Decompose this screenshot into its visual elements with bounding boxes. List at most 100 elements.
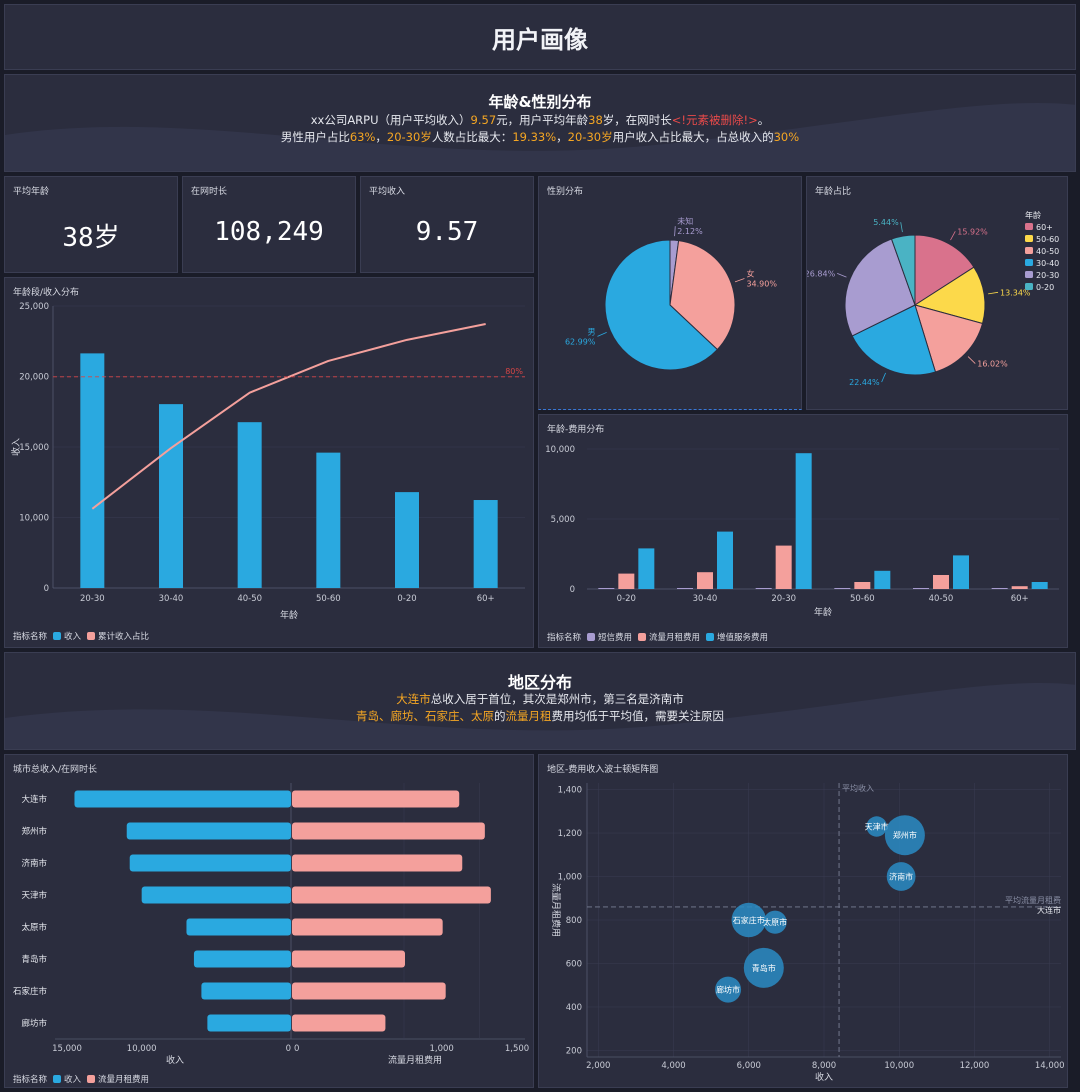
fee-bar-0-20-2 [638,548,655,589]
legend-swatch-60 [1025,223,1033,230]
kpi-value: 9.57 [415,217,479,247]
pie-slice-20-30 [844,238,916,337]
legend-item-data-rent[interactable]: 流量月租费用 [87,1073,149,1085]
age-income-legend: 指标名称 收入 累计收入占比 [13,630,149,642]
pie-label-leader [988,291,999,295]
legend-item-value-added[interactable]: 增值服务费用 [706,631,768,643]
avg-income-label: 平均收入 [842,783,874,793]
x-tick-label: 50-60 [850,594,875,604]
right-axis-label: 流量月租费用 [388,1054,442,1066]
y-tick-label: 800 [566,916,582,926]
legend-title: 指标名称 [13,632,48,642]
pie-label-leader [674,226,676,237]
legend-item-data-rent[interactable]: 流量月租费用 [638,631,700,643]
city-income-panel: 城市总收入/在网时长 大连市 郑州市 济南市 天津市 太原市 青岛市 石家庄市 廊坊市 15,0… [4,754,534,1088]
y-tick-label: 1,200 [558,829,582,839]
y-axis-label: 收入 [10,438,22,456]
right-tick-label: 1,000 [429,1044,453,1054]
pie-label-value: 22.44% [849,378,880,387]
kpi-value: 108,249 [214,217,324,247]
x-tick-label: 20-30 [80,594,105,604]
pie-label-leader [734,278,745,283]
city-label: 天津市 [21,890,47,901]
left-tick-label: 10,000 [127,1044,157,1054]
city-label: 青岛市 [21,954,47,965]
city-legend: 指标名称 收入 流量月租费用 [13,1073,149,1085]
city-rent-bar-1 [292,790,460,808]
x-tick-label: 50-60 [316,594,341,604]
bubble-label: 石家庄市 [733,915,765,925]
fee-bar-20-30-2 [795,453,812,589]
city-label: 石家庄市 [13,986,48,997]
bubble-item [866,816,887,837]
pie-slice-60 [914,234,975,306]
age-pie-panel: 年龄占比 15.92% 13.34% 16.02% 22.44% 26.84% 5.44%… [806,176,1068,410]
pie-label-leader [837,273,847,278]
legend-label-30-40: 30-40 [1036,259,1059,268]
summary-line-top-cities: 大连市总收入居于首位，其次是郑州市，第三名是济南市 [396,692,684,706]
fee-bar-60-0 [991,588,1008,589]
pie-label-name-item: 女 [746,269,754,279]
pie-label-name-item: 未知 [677,216,693,226]
x-tick-label: 14,000 [1035,1061,1065,1071]
income-bar-30-40 [159,404,183,588]
chart-title: 年龄段/收入分布 [13,288,80,298]
legend-item-income[interactable]: 收入 [53,630,81,642]
bubble-label: 太原市 [763,917,787,927]
banner-wave-decoration [5,683,1075,749]
fee-bar-30-40-2 [717,531,733,589]
age-gender-summary-banner: 年龄&性别分布 xx公司ARPU（用户平均收入）9.57元，用户平均年龄38岁，… [4,74,1076,172]
city-income-bar-5 [186,918,291,936]
x-axis-label: 收入 [815,1071,833,1083]
fee-bar-0-20-0 [598,588,615,589]
section-title-age-gender: 年龄&性别分布 [488,93,592,111]
kpi-label: 平均收入 [369,187,406,197]
age-fee-legend: 指标名称 短信费用 流量月租费用 增值服务费用 [547,631,768,643]
x-tick-label: 4,000 [661,1061,685,1071]
legend-label-0-20: 0-20 [1036,283,1054,292]
y-tick-label: 600 [566,959,582,969]
y-tick-label: 25,000 [19,302,49,312]
pie-slice-item [669,240,736,351]
income-bar-20-30 [80,353,105,588]
x-tick-label: 8,000 [812,1061,836,1071]
y-tick-label: 10,000 [19,514,49,524]
legend-swatch-0-20 [1025,283,1033,290]
legend-item-income[interactable]: 收入 [53,1073,81,1085]
city-income-bar-8 [207,1014,291,1032]
left-tick-label: 15,000 [52,1044,82,1054]
bubble-item [715,976,742,1003]
legend-title: 指标名称 [13,1075,48,1085]
cumulative-line [91,323,486,510]
fee-bar-20-30-0 [755,588,772,589]
bubble-label: 廊坊市 [716,985,740,995]
region-summary-banner: 地区分布 大连市总收入居于首位，其次是郑州市，第三名是济南市 青岛、廊坊、石家庄… [4,652,1076,750]
page-title: 用户画像 [492,25,588,54]
city-label: 大连市 [21,794,47,805]
pie-label-value: 26.84% [807,269,836,278]
legend-item-cumulative[interactable]: 累计收入占比 [87,630,149,642]
x-tick-label: 0-20 [617,594,636,604]
left-tick-label: 0 [286,1044,291,1054]
kpi-value: 38岁 [62,223,120,253]
legend-label-50-60: 50-60 [1036,235,1059,244]
y-tick-label: 1,400 [558,786,582,796]
legend-swatch-20-30 [1025,271,1033,278]
y-tick-label: 20,000 [19,373,49,383]
fee-bar-60-2 [1031,582,1048,589]
chart-title: 性别分布 [547,187,584,197]
y-tick-label: 1,000 [558,873,582,883]
city-label: 廊坊市 [21,1018,47,1029]
bubble-label: 郑州市 [893,830,917,840]
legend-swatch-50-60 [1025,235,1033,242]
age-income-chart: 25,000 20,000 15,000 10,000 0 收入 20-30 30-40 40-… [10,302,525,621]
bubble-label: 济南市 [889,872,913,882]
pie-slice-0-20 [890,234,916,306]
pie-label-value: 13.34% [1000,288,1031,297]
pie-label-leader [967,356,976,364]
legend-item-sms[interactable]: 短信费用 [587,631,632,643]
x-axis-label: 年龄 [814,606,832,618]
x-tick-label: 60+ [477,594,495,604]
y-tick-label: 200 [566,1046,582,1056]
